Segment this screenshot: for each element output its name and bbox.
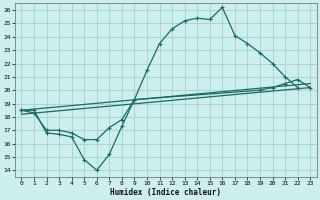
- X-axis label: Humidex (Indice chaleur): Humidex (Indice chaleur): [110, 188, 221, 197]
